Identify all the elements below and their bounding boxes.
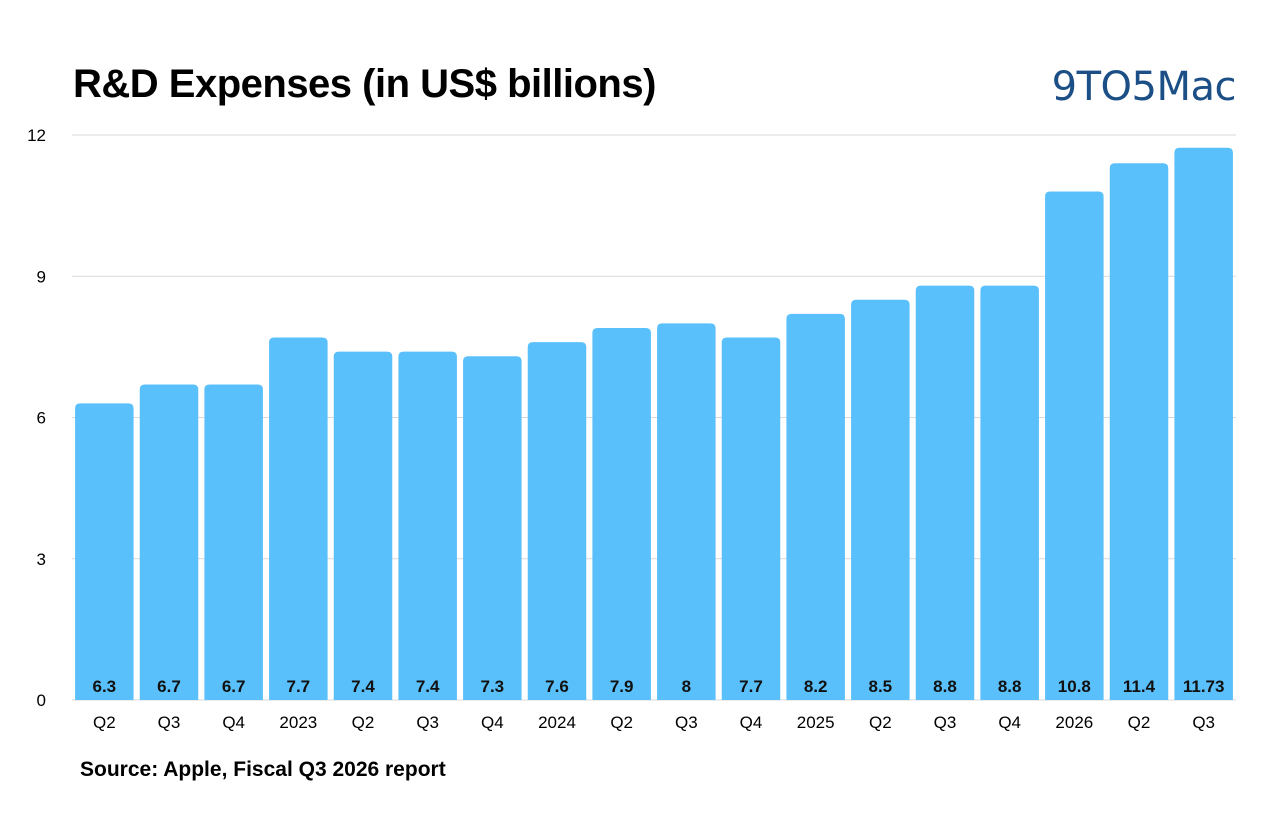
- bar-value-label: 7.7: [287, 677, 311, 696]
- bar-value-label: 7.3: [481, 677, 505, 696]
- bar-value-label: 11.4: [1123, 677, 1156, 696]
- bar: [657, 323, 716, 700]
- x-category-label: 2023: [279, 713, 317, 732]
- bar: [333, 351, 393, 700]
- bar: [721, 337, 781, 700]
- x-category-label: Q3: [416, 713, 439, 732]
- bar: [786, 313, 845, 700]
- bar: [398, 351, 457, 700]
- y-tick-label: 6: [37, 409, 46, 428]
- x-category-label: Q4: [740, 713, 763, 732]
- bar: [851, 299, 910, 700]
- x-category-label: Q4: [998, 713, 1021, 732]
- bar-value-label: 8.5: [869, 677, 893, 696]
- x-category-label: Q2: [869, 713, 892, 732]
- x-category-label: 2024: [538, 713, 576, 732]
- x-category-label: Q4: [222, 713, 245, 732]
- bar: [980, 285, 1039, 700]
- bar-value-label: 6.7: [222, 677, 246, 696]
- y-tick-label: 12: [27, 126, 46, 145]
- bar-value-label: 7.6: [545, 677, 569, 696]
- bar-value-label: 7.4: [416, 677, 440, 696]
- brand-logo: 9TO5Mac: [1051, 64, 1237, 110]
- bar-value-label: 6.3: [93, 677, 117, 696]
- bar: [75, 403, 134, 700]
- bar-value-label: 8.8: [998, 677, 1022, 696]
- y-tick-label: 9: [37, 267, 46, 286]
- x-category-label: Q3: [1192, 713, 1215, 732]
- x-category-label: Q3: [675, 713, 698, 732]
- source-note: Source: Apple, Fiscal Q3 2026 report: [80, 758, 446, 781]
- x-category-label: Q2: [1128, 713, 1151, 732]
- bar-value-label: 7.9: [610, 677, 634, 696]
- bar: [527, 342, 587, 700]
- bar: [1174, 147, 1233, 700]
- chart-title: R&D Expenses (in US$ billions): [73, 62, 656, 106]
- bar-value-label: 8.8: [933, 677, 957, 696]
- bar: [915, 285, 975, 700]
- y-tick-label: 3: [37, 550, 46, 569]
- bar-value-label: 11.73: [1183, 677, 1225, 696]
- bar-value-label: 7.4: [351, 677, 375, 696]
- x-category-label: Q2: [610, 713, 633, 732]
- bar: [204, 384, 263, 700]
- bar: [592, 328, 651, 700]
- x-category-label: Q3: [158, 713, 181, 732]
- bar-value-label: 8: [682, 677, 691, 696]
- x-category-label: Q4: [481, 713, 504, 732]
- y-tick-label: 0: [37, 691, 46, 710]
- bar: [463, 356, 522, 700]
- bar-value-label: 6.7: [157, 677, 181, 696]
- x-category-label: Q3: [934, 713, 957, 732]
- bar-value-label: 7.7: [739, 677, 763, 696]
- bar: [269, 337, 328, 700]
- x-category-label: Q2: [352, 713, 375, 732]
- bar: [139, 384, 199, 700]
- x-category-label: Q2: [93, 713, 116, 732]
- bar: [1109, 163, 1169, 700]
- x-category-label: 2025: [797, 713, 835, 732]
- bar-value-label: 8.2: [804, 677, 828, 696]
- bar-value-label: 10.8: [1058, 677, 1091, 696]
- bar: [1045, 191, 1104, 700]
- x-category-label: 2026: [1055, 713, 1093, 732]
